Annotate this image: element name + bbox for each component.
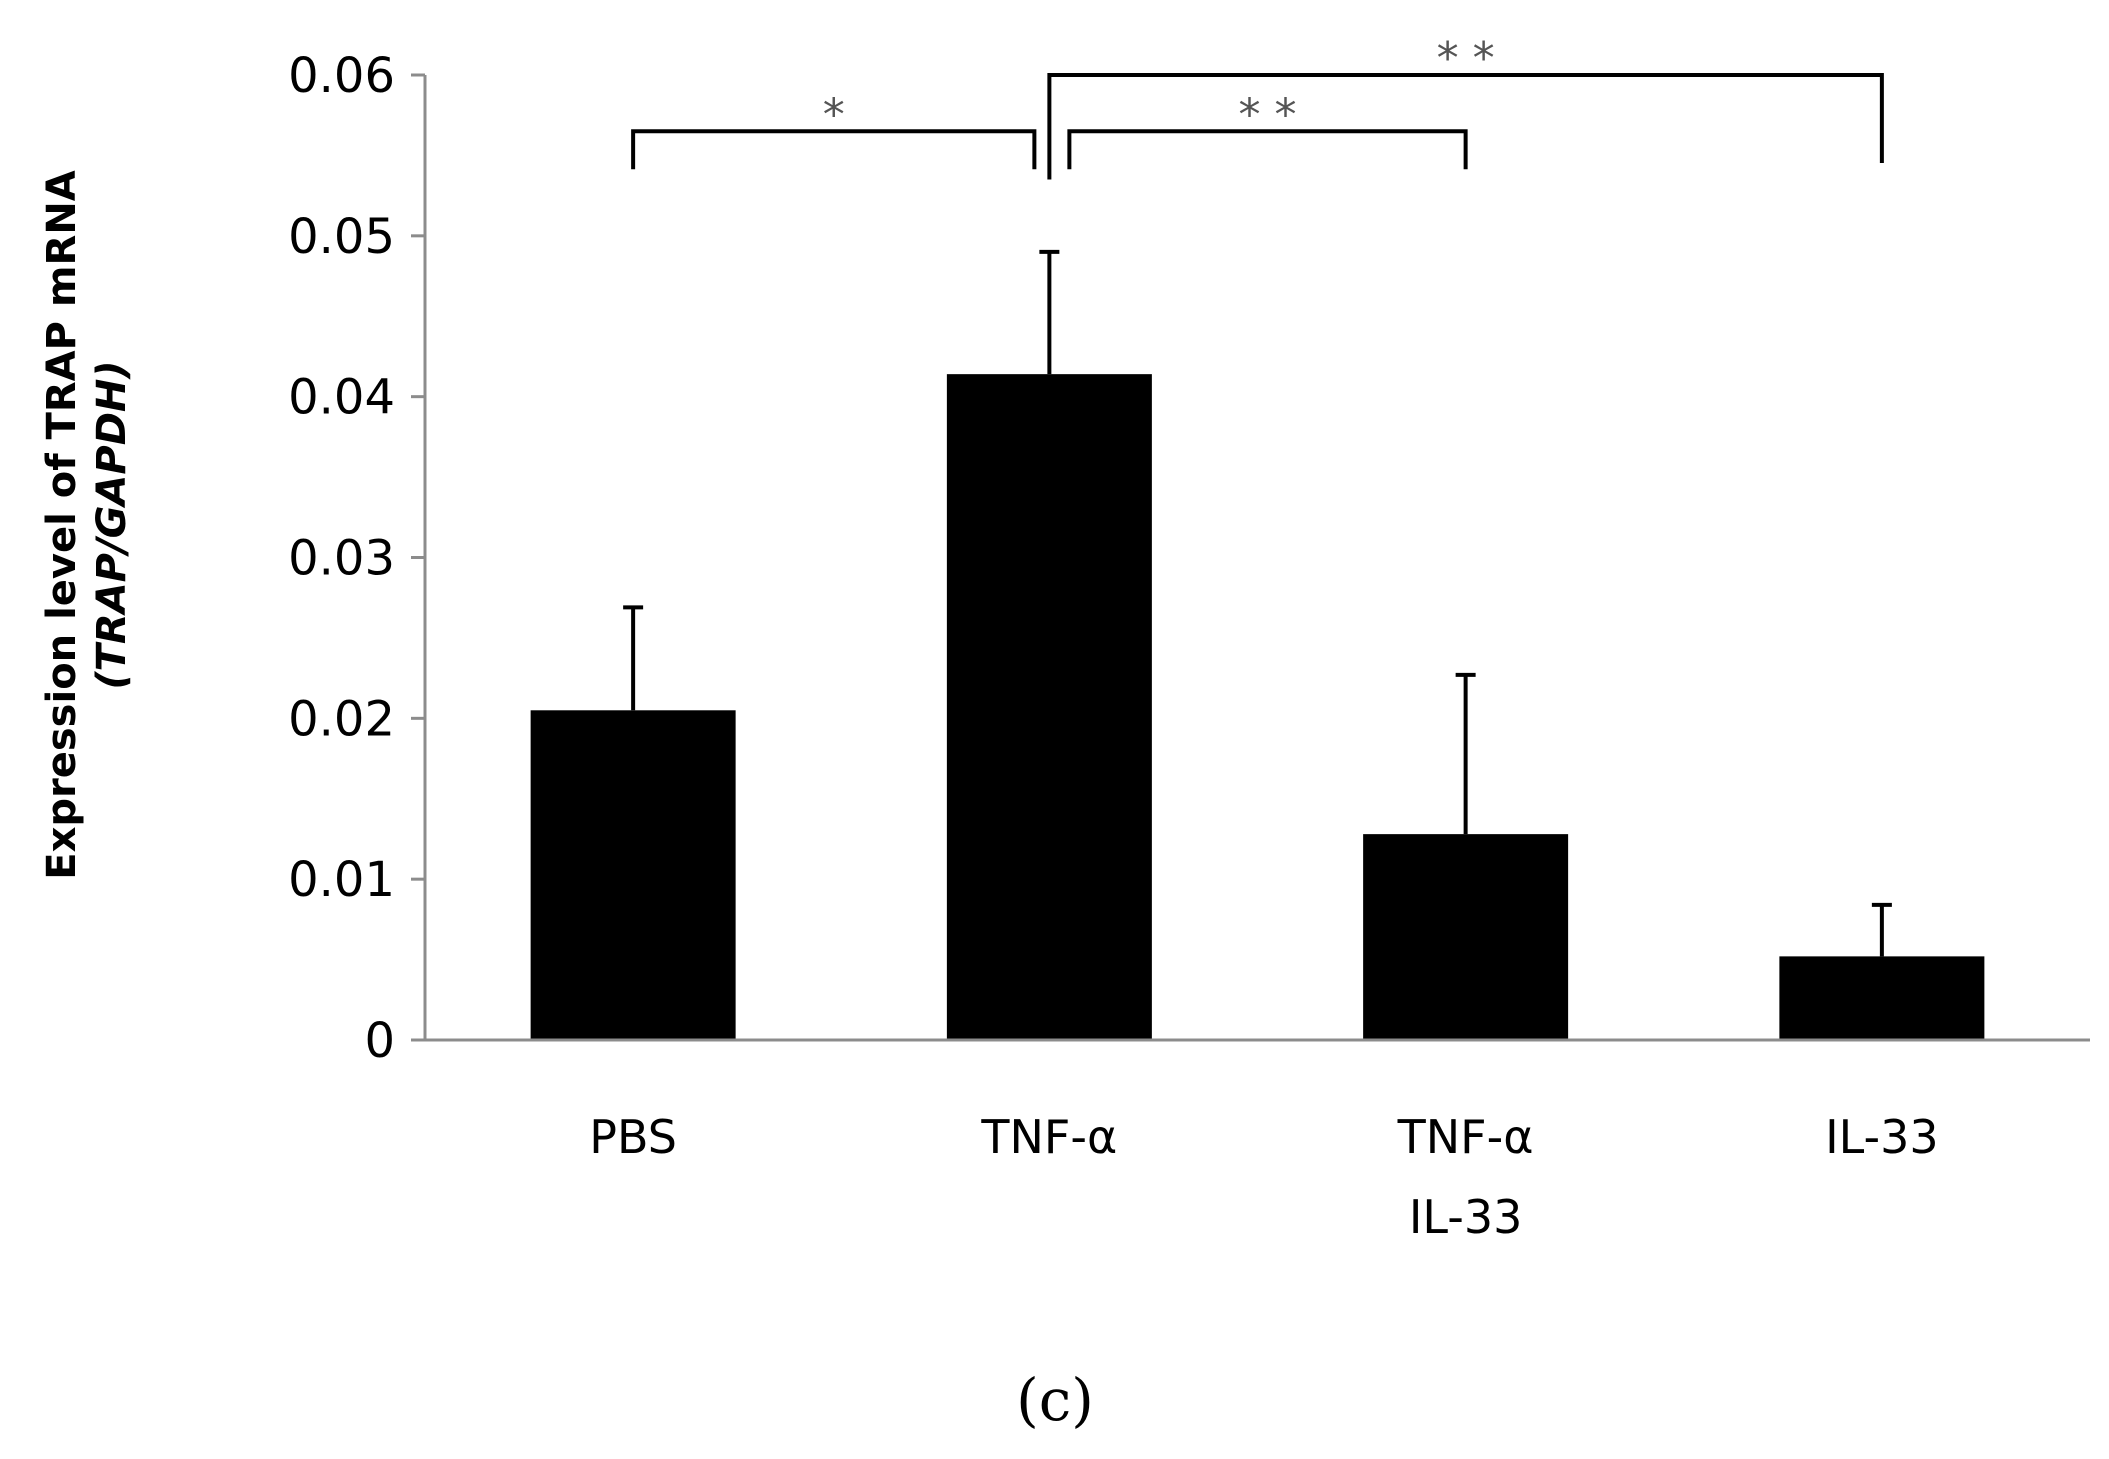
y-axis-label: Expression level of TRAP mRNA (TRAP/GAPD… <box>39 170 135 880</box>
x-category-label: IL-33 <box>1409 1190 1523 1244</box>
category-labels: PBS TNF-α TNF-α IL-33 IL-33 <box>589 1110 1938 1244</box>
y-tick-label: 0.01 <box>288 852 395 908</box>
y-tick-label: 0.04 <box>288 370 395 426</box>
significance-bracket <box>1047 73 1884 180</box>
y-axis-label-line1: Expression level of TRAP mRNA <box>39 170 85 880</box>
x-category-label: TNF-α <box>980 1110 1117 1164</box>
significance-label: * <box>823 89 845 140</box>
bar <box>1779 956 1985 1040</box>
y-tick-label: 0.02 <box>288 691 395 747</box>
significance-label: * * <box>1239 89 1297 140</box>
y-axis-ticks: 0 0.01 0.02 0.03 0.04 0.05 0.06 <box>288 48 425 1069</box>
x-category-label: TNF-α <box>1397 1110 1534 1164</box>
bar <box>1363 834 1569 1040</box>
y-tick-label: 0.03 <box>288 531 395 587</box>
error-bars <box>623 249 1892 957</box>
significance-label: * * <box>1437 33 1495 84</box>
significance-brackets: * * * * * <box>631 33 1884 180</box>
y-axis-label-line2: (TRAP/GAPDH) <box>89 360 135 689</box>
panel-label: (c) <box>1016 1366 1094 1434</box>
bar <box>946 374 1152 1040</box>
significance-bracket <box>1067 129 1468 170</box>
y-tick-label: 0 <box>364 1013 395 1069</box>
y-tick-label: 0.06 <box>288 48 395 104</box>
y-tick-label: 0.05 <box>288 209 395 265</box>
bar <box>530 710 736 1040</box>
x-category-label: PBS <box>589 1110 677 1164</box>
axes <box>423 75 2090 1042</box>
x-category-label: IL-33 <box>1825 1110 1939 1164</box>
bars <box>530 374 1985 1040</box>
significance-bracket <box>631 129 1037 170</box>
